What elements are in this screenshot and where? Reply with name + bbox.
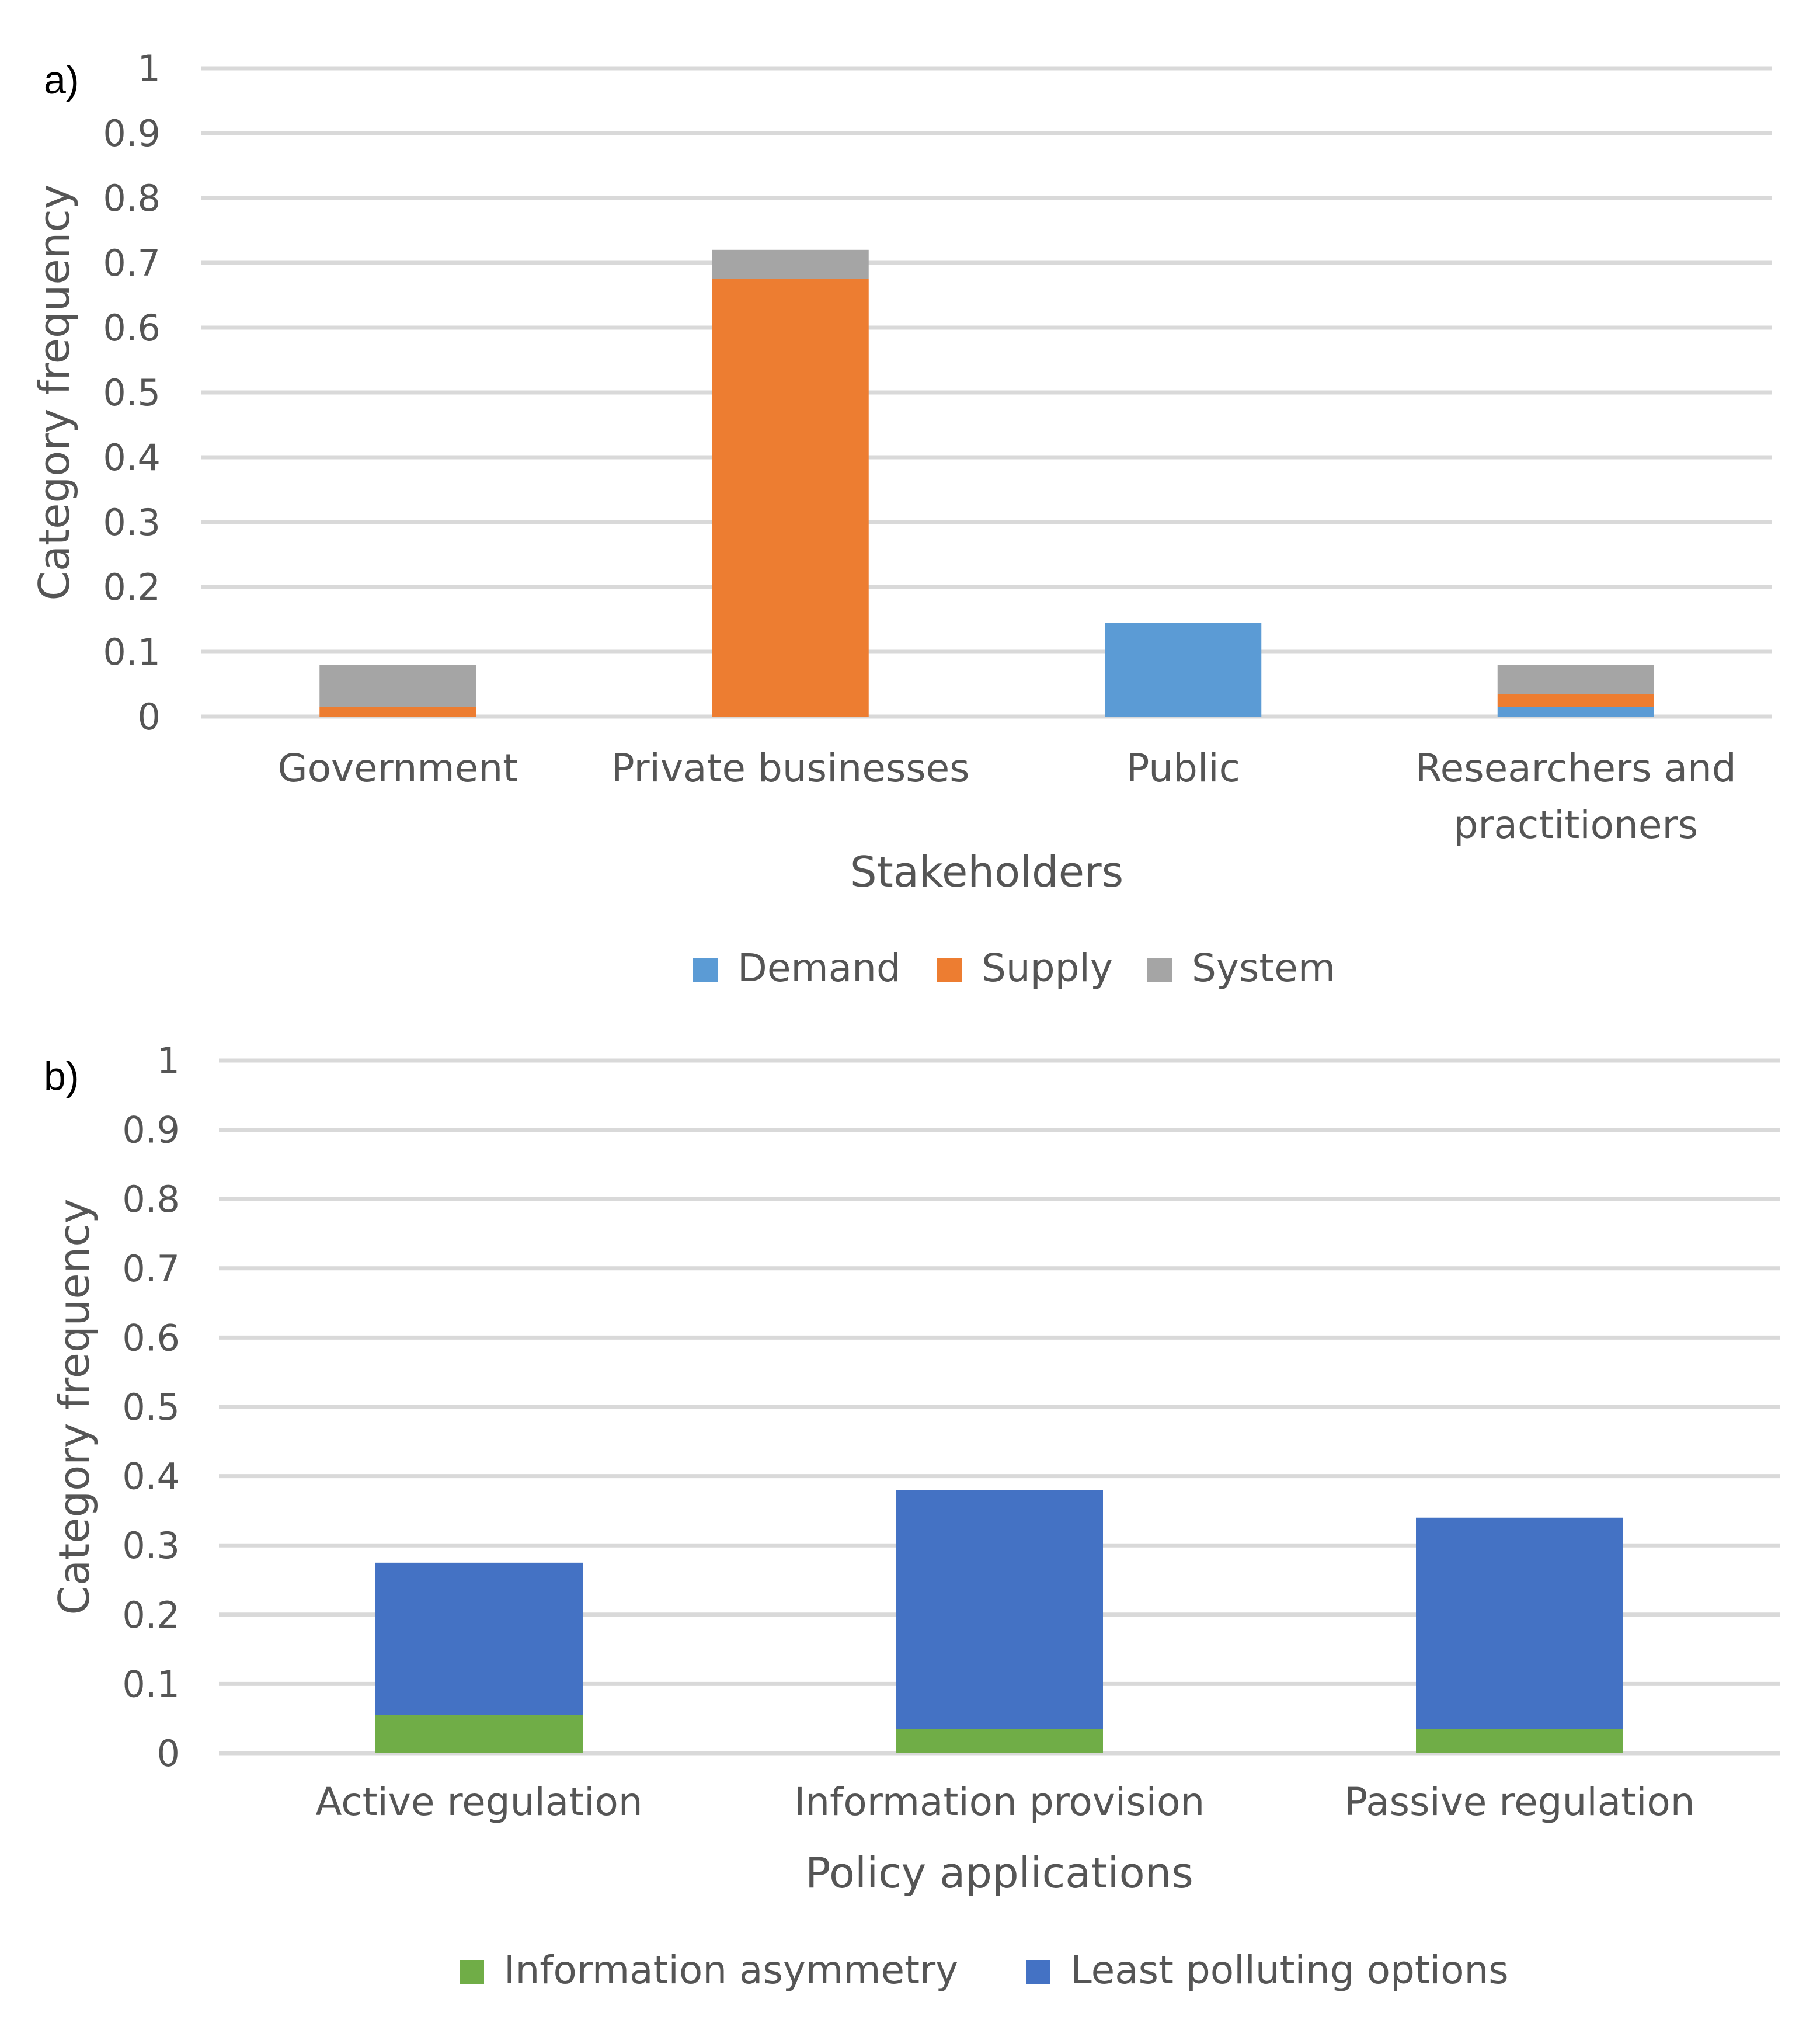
panel-b-legend-label: Information asymmetry [504, 1948, 958, 1993]
panel-a-category-label: practitioners [1453, 802, 1698, 847]
panel-a-legend-swatch [693, 958, 718, 982]
panel-a-bar-supply [1497, 694, 1654, 707]
panel-a-bar-system [712, 249, 869, 279]
panel-a-legend-label: System [1192, 945, 1335, 990]
panel-a-bar-system [1497, 665, 1654, 694]
panel-a-y-tick-label: 0.6 [103, 307, 161, 349]
panel-a-legend-label: Demand [737, 945, 901, 990]
panel-b-y-tick-label: 0.8 [122, 1178, 180, 1221]
panel-b-chart: b) 0 0.1 0.2 0.3 0.4 0.5 0.6 0.7 0.8 0.9 1 Category … [44, 1040, 1780, 1993]
panel-a-y-tick-label: 0.9 [103, 112, 161, 155]
panel-a-y-tick-label: 0.1 [103, 631, 161, 673]
panel-a-y-tick-label: 0.8 [103, 177, 161, 220]
panel-b-y-tick-label: 0.2 [122, 1594, 180, 1636]
panel-b-legend-swatch [1026, 1960, 1050, 1984]
panel-b-y-tick-label: 0.6 [122, 1316, 180, 1359]
panel-a-y-tick-label: 0 [138, 696, 161, 738]
panel-b-y-tick-label: 0.7 [122, 1247, 180, 1290]
panel-b-y-tick-label: 0.5 [122, 1386, 180, 1428]
panel-a-bar-demand [1497, 707, 1654, 717]
panel-b-bar-information-asymmetry [1416, 1729, 1623, 1753]
panel-a-chart: a) 0 0.1 0.2 0.3 0.4 0.5 0.6 0.7 0.8 0.9 1 Category … [30, 47, 1772, 990]
panel-a-y-tick-label: 0.5 [103, 371, 161, 414]
panel-b-category-label: Passive regulation [1344, 1779, 1694, 1824]
panel-b-y-axis-title: Category frequency [50, 1199, 99, 1615]
panel-b-bar-information-asymmetry [375, 1715, 583, 1753]
panel-b-bar-least-polluting-options [896, 1490, 1103, 1729]
panel-a-category-label: Private businesses [611, 746, 970, 791]
panel-b-y-tick-label: 1 [157, 1040, 180, 1082]
panel-a-y-tick-label: 0.7 [103, 242, 161, 284]
panel-b-y-tick-label: 0 [157, 1732, 180, 1775]
panel-b-x-axis-title: Policy applications [805, 1848, 1193, 1897]
panel-a-category-label: Public [1126, 746, 1240, 791]
panel-a-bar-demand [1105, 623, 1262, 717]
panel-a-y-tick-label: 0.3 [103, 501, 161, 544]
panel-b-category-label: Information provision [794, 1779, 1205, 1824]
panel-b-category-label: Active regulation [315, 1779, 642, 1824]
panel-b-legend-swatch [460, 1960, 484, 1984]
panel-a-category-label: Government [277, 746, 518, 791]
panel-a-category-label: Researchers and [1415, 746, 1737, 791]
panel-a-y-tick-label: 1 [138, 47, 161, 90]
panel-a-y-tick-label: 0.2 [103, 566, 161, 609]
panel-b-bar-least-polluting-options [1416, 1517, 1623, 1729]
panel-b-panel-letter: b) [44, 1054, 79, 1099]
panel-a-legend-swatch [1147, 958, 1172, 982]
panel-a-panel-letter: a) [44, 58, 79, 102]
panel-b-y-tick-label: 0.4 [122, 1455, 180, 1498]
panel-b-legend-label: Least polluting options [1070, 1948, 1509, 1993]
panel-a-bar-supply [319, 707, 476, 717]
panel-b-y-tick-label: 0.9 [122, 1109, 180, 1152]
panel-a-legend-swatch [937, 958, 962, 982]
panel-b-y-tick-label: 0.1 [122, 1663, 180, 1705]
panel-a-bar-supply [712, 279, 869, 717]
panel-a-y-axis-title: Category frequency [30, 185, 79, 601]
panel-a-y-tick-label: 0.4 [103, 436, 161, 479]
panel-b-bar-least-polluting-options [375, 1562, 583, 1715]
panel-b-bar-information-asymmetry [896, 1729, 1103, 1753]
panel-a-bar-system [319, 665, 476, 707]
panel-a-x-axis-title: Stakeholders [850, 847, 1123, 896]
panel-b-y-tick-label: 0.3 [122, 1524, 180, 1567]
panel-a-legend-label: Supply [982, 945, 1113, 990]
